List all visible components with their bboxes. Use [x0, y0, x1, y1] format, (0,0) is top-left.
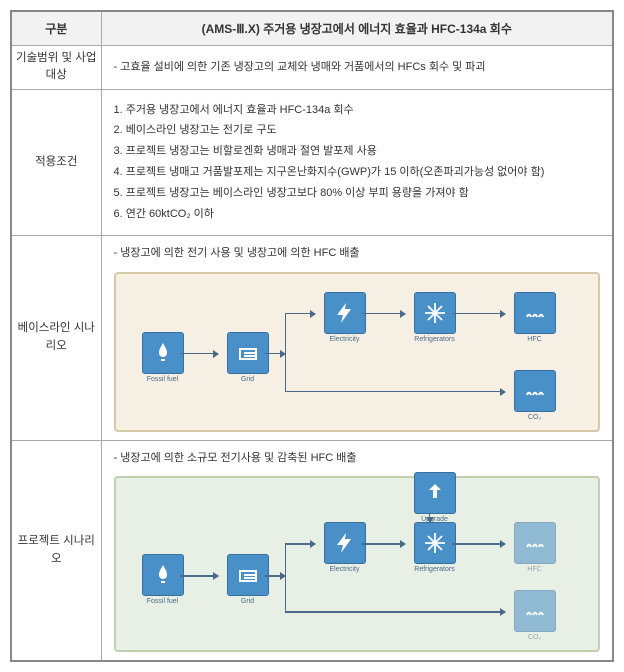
- diagram-arrow: [285, 313, 315, 315]
- diagram-node-refrig: Refrigerators: [408, 292, 462, 343]
- diagram-node-elec: Electricity: [318, 292, 372, 343]
- grid-icon: [227, 554, 269, 596]
- header-category: 구분: [11, 11, 101, 46]
- project-diagram: Fossil fuelGridElectricityUpgradeRefrige…: [114, 476, 601, 652]
- scope-content: - 고효율 설비에 의한 기존 냉장고의 교체와 냉매와 거품에서의 HFCs …: [101, 46, 613, 90]
- node-label: Fossil fuel: [136, 598, 190, 605]
- diagram-line: [285, 543, 287, 611]
- fossil-icon: [142, 554, 184, 596]
- upgrade-icon: [414, 472, 456, 514]
- diagram-node-elec: Electricity: [318, 522, 372, 573]
- diagram-node-grid: Grid: [221, 554, 275, 605]
- baseline-text: - 냉장고에 의한 전기 사용 및 냉장고에 의한 HFC 배출: [114, 244, 601, 264]
- elec-icon: [324, 522, 366, 564]
- hfc-icon: [514, 522, 556, 564]
- diagram-arrow: [180, 575, 218, 577]
- elec-icon: [324, 292, 366, 334]
- refrig-icon: [414, 292, 456, 334]
- node-label: Refrigerators: [408, 336, 462, 343]
- diagram-arrow: [265, 353, 285, 355]
- diagram-arrow: [452, 313, 505, 315]
- diagram-line: [285, 313, 287, 391]
- node-label: Refrigerators: [408, 566, 462, 573]
- co2-icon: [514, 590, 556, 632]
- fossil-icon: [142, 332, 184, 374]
- node-label: Grid: [221, 598, 275, 605]
- node-label: Fossil fuel: [136, 376, 190, 383]
- diagram-node-refrig: Refrigerators: [408, 522, 462, 573]
- diagram-node-fossil: Fossil fuel: [136, 554, 190, 605]
- diagram-arrow: [285, 543, 315, 545]
- row-label-project: 프로젝트 시나리오: [11, 440, 101, 661]
- co2-icon: [514, 370, 556, 412]
- hfc-icon: [514, 292, 556, 334]
- diagram-node-co2: CO₂: [508, 590, 562, 641]
- condition-item: 3. 프로젝트 냉장고는 비할로겐화 냉매과 절연 발포제 사용: [114, 141, 601, 162]
- diagram-node-fossil: Fossil fuel: [136, 332, 190, 383]
- node-label: CO₂: [508, 634, 562, 641]
- node-label: Electricity: [318, 566, 372, 573]
- diagram-arrow: [362, 543, 405, 545]
- methodology-table: 구분 (AMS-Ⅲ.X) 주거용 냉장고에서 에너지 효율과 HFC-134a …: [10, 10, 614, 662]
- node-label: Grid: [221, 376, 275, 383]
- refrig-icon: [414, 522, 456, 564]
- condition-item: 6. 연간 60ktCO₂ 이하: [114, 204, 601, 225]
- diagram-arrow: [452, 543, 505, 545]
- condition-item: 4. 프로젝트 냉매고 거품발포제는 지구온난화지수(GWP)가 15 이하(오…: [114, 162, 601, 183]
- diagram-node-upgrade: Upgrade: [408, 472, 462, 523]
- diagram-node-hfc: HFC: [508, 292, 562, 343]
- baseline-diagram: Fossil fuel Grid Electricity Refrigerators H…: [114, 272, 601, 432]
- diagram-node-grid: Grid: [221, 332, 275, 383]
- condition-item: 2. 베이스라인 냉장고는 전기로 구도: [114, 120, 601, 141]
- node-label: HFC: [508, 336, 562, 343]
- project-cell: - 냉장고에 의한 소규모 전기사용 및 감축된 HFC 배출 Fossil f…: [101, 440, 613, 661]
- node-label: Electricity: [318, 336, 372, 343]
- row-label-scope: 기술범위 및 사업대상: [11, 46, 101, 90]
- node-label: CO₂: [508, 414, 562, 421]
- grid-icon: [227, 332, 269, 374]
- diagram-arrow: [285, 391, 505, 393]
- conditions-content: 1. 주거용 냉장고에서 에너지 효율과 HFC-134a 회수 2. 베이스라…: [101, 89, 613, 235]
- diagram-arrow: [265, 575, 285, 577]
- row-label-baseline: 베이스라인 시나리오: [11, 235, 101, 440]
- node-label: HFC: [508, 566, 562, 573]
- diagram-node-hfc: HFC: [508, 522, 562, 573]
- header-title: (AMS-Ⅲ.X) 주거용 냉장고에서 에너지 효율과 HFC-134a 회수: [101, 11, 613, 46]
- project-text: - 냉장고에 의한 소규모 전기사용 및 감축된 HFC 배출: [114, 449, 601, 469]
- diagram-line: [429, 514, 431, 522]
- condition-item: 1. 주거용 냉장고에서 에너지 효율과 HFC-134a 회수: [114, 100, 601, 121]
- diagram-node-co2: CO₂: [508, 370, 562, 421]
- diagram-arrow: [180, 353, 218, 355]
- diagram-arrow: [362, 313, 405, 315]
- diagram-arrow: [285, 611, 505, 613]
- row-label-conditions: 적용조건: [11, 89, 101, 235]
- condition-item: 5. 프로젝트 냉장고는 베이스라인 냉장고보다 80% 이상 부피 용량을 가…: [114, 183, 601, 204]
- baseline-cell: - 냉장고에 의한 전기 사용 및 냉장고에 의한 HFC 배출 Fossil …: [101, 235, 613, 440]
